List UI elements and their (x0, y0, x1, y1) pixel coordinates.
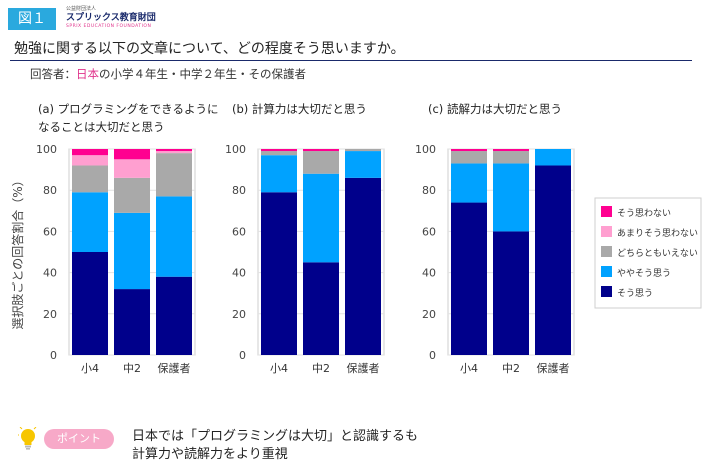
bar-segment (451, 151, 487, 164)
respondents-prefix: 回答者： (30, 67, 76, 81)
y-axis-label: 選択肢ごとの回答割合（%） (10, 174, 25, 329)
y-tick-label: 60 (43, 225, 57, 238)
bar-segment (535, 165, 571, 355)
panel-title-b-line1: (b) 計算力は大切だと思う (232, 102, 367, 116)
legend-swatch (601, 286, 612, 297)
divider (10, 60, 692, 61)
legend-swatch (601, 206, 612, 217)
bar-segment (493, 149, 529, 152)
y-tick-label: 40 (422, 267, 436, 280)
bar-segment (72, 165, 108, 193)
x-tick-label: 中2 (123, 362, 141, 375)
lightbulb-icon (18, 427, 37, 450)
tip-text-line2: 計算力や読解力をより重視 (132, 447, 288, 462)
bar-segment (114, 177, 150, 213)
x-tick-label: 中2 (312, 362, 330, 375)
y-tick-label: 60 (422, 225, 436, 238)
figure-label: 図１ (8, 8, 56, 30)
tip-badge: ポイント (44, 429, 114, 449)
bar-segment (451, 202, 487, 355)
y-tick-label: 0 (50, 349, 57, 362)
legend-swatch (601, 226, 612, 237)
x-tick-label: 小4 (81, 362, 99, 375)
bar-segment (451, 149, 487, 152)
y-tick-label: 0 (429, 349, 436, 362)
panel-title-b: (b) 計算力は大切だと思う (232, 100, 367, 118)
panel-title-c-line1: (c) 読解力は大切だと思う (428, 102, 562, 116)
x-tick-label: 小4 (460, 362, 478, 375)
y-tick-label: 20 (422, 308, 436, 321)
legend-label: ややそう思う (617, 268, 671, 279)
panel-title-a-line1: (a) プログラミングをできるように (38, 102, 219, 116)
bar-segment (156, 196, 192, 277)
legend-label: あまりそう思わない (617, 228, 698, 239)
bar-segment (261, 155, 297, 193)
y-tick-label: 20 (232, 308, 246, 321)
bar-segment (303, 262, 339, 355)
y-tick-label: 80 (232, 184, 246, 197)
org-name-en: SPRIX EDUCATION FOUNDATION (66, 24, 152, 29)
org-logo: 公益財団法人 スプリックス教育財団 SPRIX EDUCATION FOUNDA… (66, 6, 156, 30)
bar-segment (156, 153, 192, 197)
question-text: 勉強に関する以下の文章について、どの程度そう思いますか。 (14, 41, 405, 57)
bar-segment (156, 276, 192, 355)
y-tick-label: 80 (422, 184, 436, 197)
bar-segment (451, 163, 487, 203)
bar-segment (345, 151, 381, 178)
x-tick-label: 保護者 (158, 361, 191, 375)
respondents-suffix: の小学４年生・中学２年生・その保護者 (99, 67, 306, 81)
y-tick-label: 100 (225, 143, 246, 156)
x-tick-label: 保護者 (347, 361, 380, 375)
panel-title-a-line2: なることは大切だと思う (38, 120, 165, 134)
bar-segment (114, 159, 150, 178)
tip-text-line1: 日本では「プログラミングは大切」と認識するも (132, 429, 419, 444)
y-tick-label: 60 (232, 225, 246, 238)
bar-segment (261, 192, 297, 355)
legend-label: どちらともいえない (617, 248, 698, 259)
bar-segment (345, 177, 381, 355)
bar-segment (261, 149, 297, 152)
bar-segment (72, 252, 108, 355)
y-tick-label: 40 (43, 267, 57, 280)
x-tick-label: 小4 (270, 362, 288, 375)
x-tick-label: 中2 (502, 362, 520, 375)
y-tick-label: 80 (43, 184, 57, 197)
bar-segment (114, 212, 150, 290)
bar-segment (493, 163, 529, 232)
bar-segment (303, 149, 339, 152)
bar-segment (72, 149, 108, 156)
y-tick-label: 20 (43, 308, 57, 321)
legend-swatch (601, 266, 612, 277)
respondents: 回答者：日本の小学４年生・中学２年生・その保護者 (30, 66, 306, 82)
bar-segment (114, 289, 150, 355)
bar-segment (72, 155, 108, 166)
legend-box (594, 197, 702, 309)
bar-segment (345, 149, 381, 152)
y-tick-label: 100 (36, 143, 57, 156)
x-tick-label: 保護者 (537, 361, 570, 375)
bar-segment (114, 149, 150, 160)
panel-title-c: (c) 読解力は大切だと思う (428, 100, 562, 118)
respondents-highlight: 日本 (76, 67, 99, 81)
bar-segment (493, 231, 529, 355)
legend-label: そう思わない (617, 208, 671, 219)
legend-swatch (601, 246, 612, 257)
panel-title-a: (a) プログラミングをできるように なることは大切だと思う (38, 100, 218, 136)
bar-segment (72, 192, 108, 252)
bar-segment (303, 173, 339, 263)
y-tick-label: 100 (415, 143, 436, 156)
y-tick-label: 0 (239, 349, 246, 362)
y-tick-label: 40 (232, 267, 246, 280)
bar-segment (535, 149, 571, 166)
bar-segment (156, 149, 192, 152)
bar-segment (303, 151, 339, 174)
org-name: スプリックス教育財団 (66, 13, 156, 23)
bar-segment (493, 151, 529, 164)
bar-segment (261, 151, 297, 156)
bar-segment (156, 151, 192, 154)
org-type: 公益財団法人 (66, 6, 97, 12)
tip-text: 日本では「プログラミングは大切」と認識するも 計算力や読解力をより重視 (132, 428, 418, 464)
legend-label: そう思う (617, 288, 653, 299)
